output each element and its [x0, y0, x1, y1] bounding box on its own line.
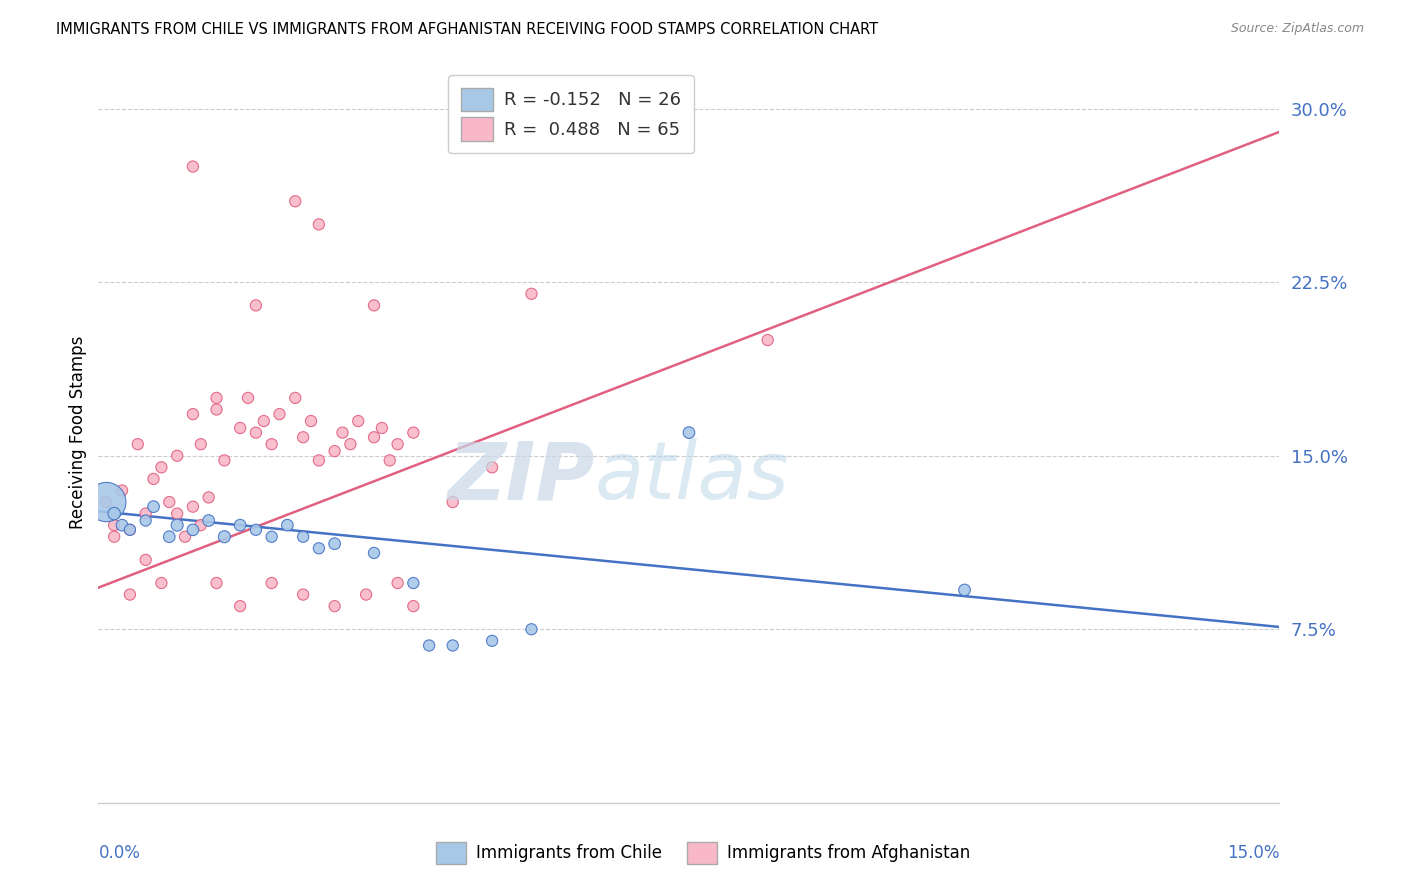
Point	[276, 518, 298, 533]
Point	[214, 453, 236, 467]
Point	[308, 541, 330, 556]
Point	[323, 536, 346, 550]
Point	[481, 633, 503, 648]
Point	[756, 333, 779, 347]
Text: 15.0%: 15.0%	[1227, 844, 1279, 862]
Text: Source: ZipAtlas.com: Source: ZipAtlas.com	[1230, 22, 1364, 36]
Point	[339, 437, 361, 451]
Point	[378, 453, 401, 467]
Point	[292, 530, 315, 544]
Point	[181, 523, 204, 537]
Point	[418, 639, 440, 653]
Point	[363, 430, 385, 444]
Text: IMMIGRANTS FROM CHILE VS IMMIGRANTS FROM AFGHANISTAN RECEIVING FOOD STAMPS CORRE: IMMIGRANTS FROM CHILE VS IMMIGRANTS FROM…	[56, 22, 879, 37]
Point	[253, 414, 276, 428]
Legend: Immigrants from Chile, Immigrants from Afghanistan: Immigrants from Chile, Immigrants from A…	[429, 836, 977, 871]
Point	[190, 437, 212, 451]
Point	[953, 582, 976, 597]
Point	[111, 483, 134, 498]
Point	[363, 546, 385, 560]
Text: 0.0%: 0.0%	[98, 844, 141, 862]
Point	[197, 491, 219, 505]
Point	[166, 449, 188, 463]
Point	[402, 576, 425, 591]
Point	[229, 599, 252, 614]
Point	[387, 576, 409, 591]
Point	[142, 472, 165, 486]
Point	[229, 518, 252, 533]
Point	[441, 495, 464, 509]
Point	[299, 414, 322, 428]
Point	[402, 425, 425, 440]
Point	[441, 639, 464, 653]
Point	[402, 599, 425, 614]
Point	[236, 391, 259, 405]
Text: atlas: atlas	[595, 438, 789, 516]
Point	[103, 530, 125, 544]
Point	[260, 576, 283, 591]
Point	[354, 588, 377, 602]
Point	[260, 437, 283, 451]
Point	[111, 518, 134, 533]
Point	[181, 500, 204, 514]
Point	[135, 514, 157, 528]
Point	[127, 437, 149, 451]
Point	[323, 444, 346, 458]
Point	[284, 194, 307, 209]
Legend: R = -0.152   N = 26, R =  0.488   N = 65: R = -0.152 N = 26, R = 0.488 N = 65	[449, 75, 693, 153]
Point	[142, 500, 165, 514]
Point	[166, 518, 188, 533]
Point	[260, 530, 283, 544]
Text: ZIP: ZIP	[447, 438, 595, 516]
Point	[205, 402, 228, 417]
Point	[118, 588, 141, 602]
Point	[118, 523, 141, 537]
Point	[332, 425, 354, 440]
Point	[135, 553, 157, 567]
Point	[135, 507, 157, 521]
Point	[157, 495, 180, 509]
Point	[520, 286, 543, 301]
Point	[166, 507, 188, 521]
Point	[205, 391, 228, 405]
Y-axis label: Receiving Food Stamps: Receiving Food Stamps	[69, 336, 87, 529]
Point	[363, 298, 385, 312]
Point	[308, 218, 330, 232]
Point	[292, 430, 315, 444]
Point	[347, 414, 370, 428]
Point	[481, 460, 503, 475]
Point	[292, 588, 315, 602]
Point	[269, 407, 291, 421]
Point	[150, 460, 173, 475]
Point	[678, 425, 700, 440]
Point	[284, 391, 307, 405]
Point	[323, 599, 346, 614]
Point	[214, 530, 236, 544]
Point	[103, 518, 125, 533]
Point	[181, 407, 204, 421]
Point	[387, 437, 409, 451]
Point	[157, 530, 180, 544]
Point	[96, 495, 118, 509]
Point	[118, 523, 141, 537]
Point	[308, 453, 330, 467]
Point	[174, 530, 197, 544]
Point	[245, 425, 267, 440]
Point	[190, 518, 212, 533]
Point	[371, 421, 394, 435]
Point	[96, 495, 118, 509]
Point	[520, 622, 543, 636]
Point	[229, 421, 252, 435]
Point	[205, 576, 228, 591]
Point	[150, 576, 173, 591]
Point	[103, 507, 125, 521]
Point	[245, 523, 267, 537]
Point	[181, 160, 204, 174]
Point	[197, 514, 219, 528]
Point	[245, 298, 267, 312]
